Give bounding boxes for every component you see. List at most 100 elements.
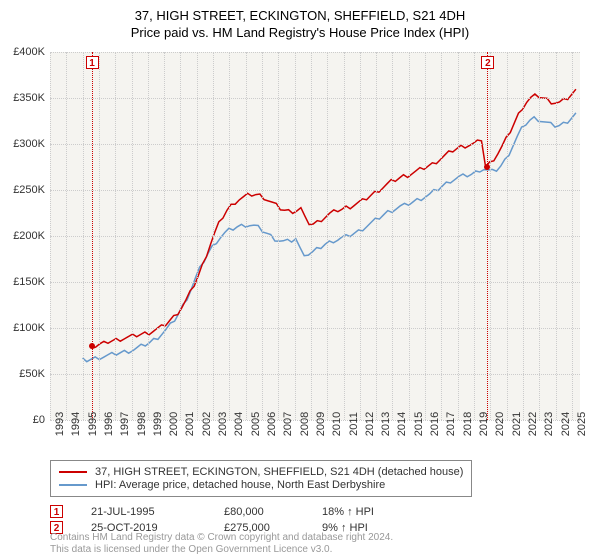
x-axis-label: 2012 <box>364 412 376 436</box>
x-axis-label: 2013 <box>380 412 392 436</box>
gridline-vertical <box>66 52 67 420</box>
x-axis-label: 1994 <box>70 412 82 436</box>
marker-number-box: 2 <box>481 56 494 69</box>
series-line-hpi <box>83 113 576 362</box>
gridline-vertical <box>572 52 573 420</box>
x-axis-label: 2008 <box>299 412 311 436</box>
gridline-vertical <box>474 52 475 420</box>
gridline-vertical <box>213 52 214 420</box>
gridline-vertical <box>262 52 263 420</box>
gridline-vertical <box>115 52 116 420</box>
x-axis-label: 2025 <box>576 412 588 436</box>
gridline-vertical <box>180 52 181 420</box>
x-axis-label: 2009 <box>315 412 327 436</box>
x-axis-label: 2002 <box>201 412 213 436</box>
x-axis-label: 2024 <box>560 412 572 436</box>
marker-annotation-row: 1 21-JUL-1995 £80,000 18% ↑ HPI <box>50 505 402 518</box>
gridline-vertical <box>99 52 100 420</box>
footer-line2: This data is licensed under the Open Gov… <box>50 544 393 556</box>
marker-date: 21-JUL-1995 <box>91 506 196 518</box>
gridline-vertical <box>164 52 165 420</box>
y-axis-label: £100K <box>13 322 45 334</box>
footer-line1: Contains HM Land Registry data © Crown c… <box>50 532 393 544</box>
x-axis-label: 2015 <box>413 412 425 436</box>
gridline-vertical <box>425 52 426 420</box>
x-axis-label: 2011 <box>348 412 360 436</box>
marker-pct: 18% ↑ HPI <box>322 506 402 518</box>
x-axis-label: 2007 <box>282 412 294 436</box>
gridline-vertical <box>295 52 296 420</box>
marker-dot <box>89 343 95 349</box>
x-axis-label: 2003 <box>217 412 229 436</box>
gridline-horizontal <box>50 190 580 191</box>
x-axis-label: 2020 <box>494 412 506 436</box>
gridline-horizontal <box>50 374 580 375</box>
x-axis-label: 2006 <box>266 412 278 436</box>
marker-vertical-line <box>487 52 488 420</box>
x-axis-label: 2023 <box>543 412 555 436</box>
gridline-vertical <box>278 52 279 420</box>
y-axis-label: £400K <box>13 46 45 58</box>
x-axis-label: 1995 <box>87 412 99 436</box>
x-axis-label: 2018 <box>462 412 474 436</box>
gridline-vertical <box>327 52 328 420</box>
chart-title-block: 37, HIGH STREET, ECKINGTON, SHEFFIELD, S… <box>0 0 600 40</box>
x-axis-label: 2021 <box>511 412 523 436</box>
y-axis-label: £250K <box>13 184 45 196</box>
legend-label: 37, HIGH STREET, ECKINGTON, SHEFFIELD, S… <box>95 466 463 478</box>
y-axis-label: £350K <box>13 92 45 104</box>
marker-vertical-line <box>92 52 93 420</box>
marker-number-box: 1 <box>86 56 99 69</box>
y-axis-label: £300K <box>13 138 45 150</box>
footer-attribution: Contains HM Land Registry data © Crown c… <box>50 532 393 556</box>
gridline-vertical <box>441 52 442 420</box>
x-axis-label: 2019 <box>478 412 490 436</box>
chart-title-address: 37, HIGH STREET, ECKINGTON, SHEFFIELD, S… <box>0 8 600 23</box>
gridline-vertical <box>197 52 198 420</box>
gridline-horizontal <box>50 98 580 99</box>
gridline-vertical <box>229 52 230 420</box>
x-axis-label: 2010 <box>331 412 343 436</box>
legend-swatch <box>59 471 87 473</box>
gridline-vertical <box>132 52 133 420</box>
gridline-horizontal <box>50 282 580 283</box>
x-axis-label: 1996 <box>103 412 115 436</box>
legend-swatch <box>59 484 87 486</box>
gridline-horizontal <box>50 236 580 237</box>
gridline-vertical <box>376 52 377 420</box>
y-axis-label: £200K <box>13 230 45 242</box>
chart-legend: 37, HIGH STREET, ECKINGTON, SHEFFIELD, S… <box>50 460 472 497</box>
marker-dot <box>484 164 490 170</box>
gridline-horizontal <box>50 328 580 329</box>
x-axis-label: 2005 <box>250 412 262 436</box>
x-axis-label: 2017 <box>445 412 457 436</box>
x-axis-label: 2004 <box>233 412 245 436</box>
y-axis-label: £150K <box>13 276 45 288</box>
y-axis-label: £50K <box>19 368 45 380</box>
marker-number-box: 1 <box>50 505 63 518</box>
gridline-vertical <box>458 52 459 420</box>
gridline-vertical <box>523 52 524 420</box>
x-axis-label: 1999 <box>152 412 164 436</box>
x-axis-label: 1993 <box>54 412 66 436</box>
gridline-vertical <box>311 52 312 420</box>
gridline-vertical <box>360 52 361 420</box>
x-axis-label: 2000 <box>168 412 180 436</box>
gridline-vertical <box>344 52 345 420</box>
gridline-vertical <box>148 52 149 420</box>
gridline-vertical <box>83 52 84 420</box>
gridline-vertical <box>246 52 247 420</box>
chart-plot-area: 12 <box>50 52 580 420</box>
gridline-vertical <box>392 52 393 420</box>
x-axis-label: 2022 <box>527 412 539 436</box>
gridline-vertical <box>490 52 491 420</box>
chart-title-subtitle: Price paid vs. HM Land Registry's House … <box>0 25 600 40</box>
gridline-vertical <box>409 52 410 420</box>
x-axis-label: 1998 <box>136 412 148 436</box>
legend-label: HPI: Average price, detached house, Nort… <box>95 479 385 491</box>
gridline-vertical <box>50 52 51 420</box>
gridline-vertical <box>507 52 508 420</box>
gridline-vertical <box>539 52 540 420</box>
marker-price: £80,000 <box>224 506 294 518</box>
legend-row: HPI: Average price, detached house, Nort… <box>59 479 463 491</box>
